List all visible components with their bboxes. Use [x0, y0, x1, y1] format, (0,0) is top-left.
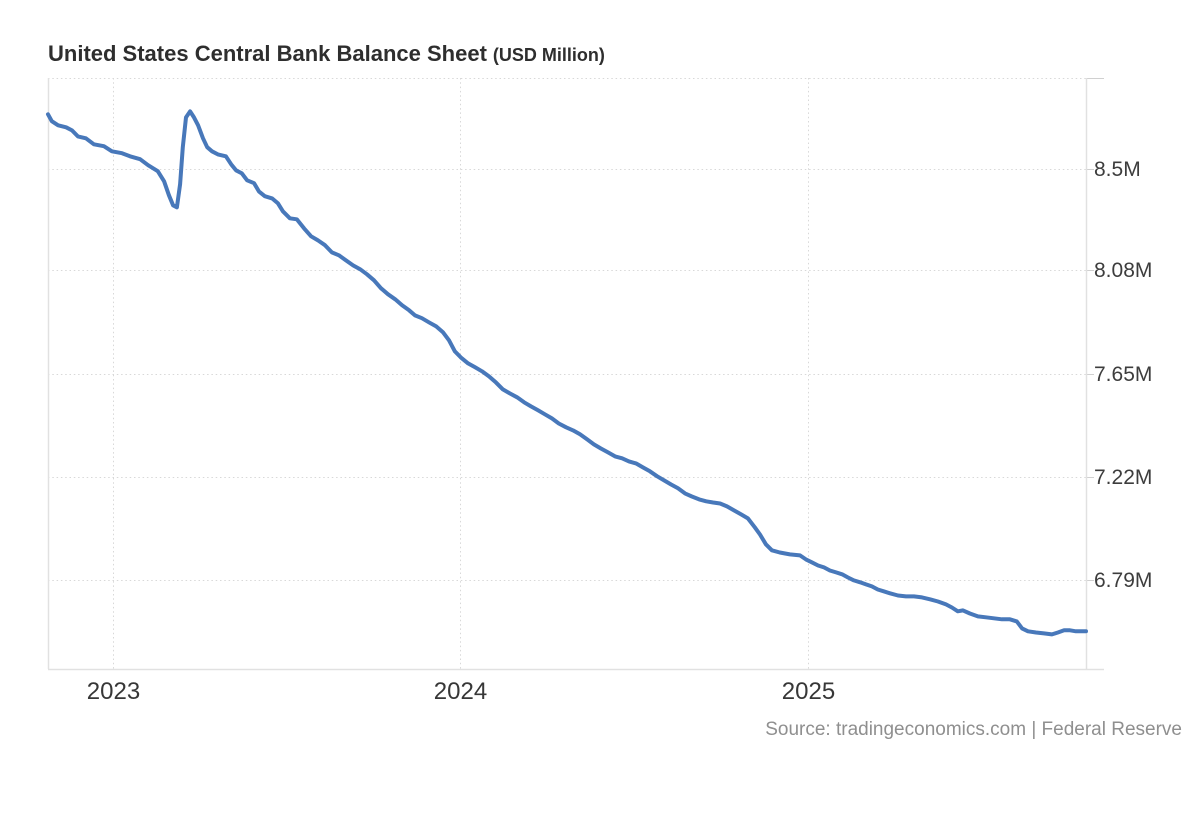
x-axis-label: 2023: [86, 678, 141, 705]
y-axis-label: 6.79M: [1094, 568, 1153, 592]
x-axis-label: 2024: [433, 678, 488, 705]
chart-title-unit: (USD Million): [492, 45, 605, 65]
y-axis-label: 8.08M: [1094, 258, 1153, 282]
chart-title: United States Central Bank Balance Sheet…: [48, 43, 605, 65]
chart-title-text: United States Central Bank Balance Sheet: [48, 41, 487, 66]
source-attribution: Source: tradingeconomics.com | Federal R…: [765, 719, 1182, 740]
y-axis-label: 7.22M: [1094, 465, 1153, 489]
x-axis-label: 2025: [781, 678, 836, 705]
y-axis-label: 8.5M: [1094, 157, 1141, 181]
y-axis-label: 7.65M: [1094, 362, 1153, 386]
series-line[interactable]: [46, 109, 1088, 637]
